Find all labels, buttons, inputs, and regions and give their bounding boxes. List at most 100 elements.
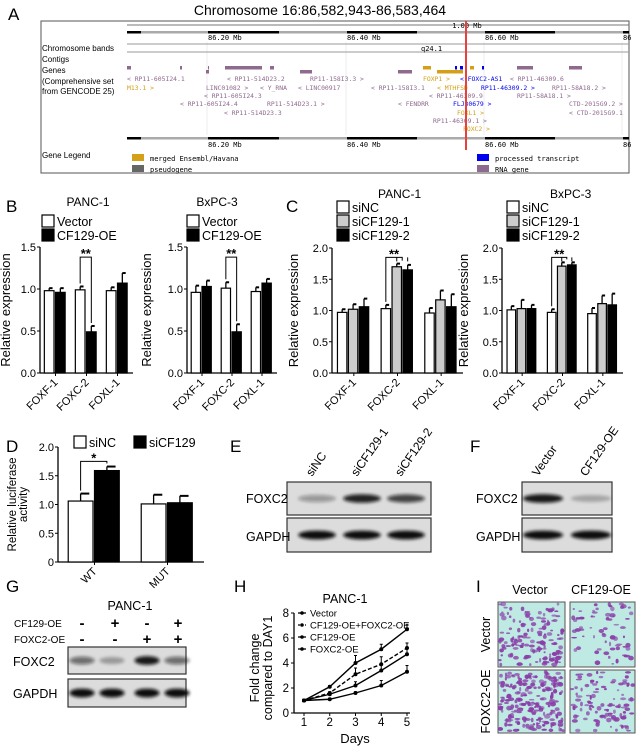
stained-cell xyxy=(500,654,504,657)
stained-cell xyxy=(540,697,547,701)
stained-cell xyxy=(577,675,583,679)
gene-glyph xyxy=(437,70,463,74)
gene-label[interactable]: < CTD-2015G9.1 xyxy=(569,109,623,117)
legend-label: pseudogene xyxy=(150,166,192,174)
significance-label: ** xyxy=(226,246,237,261)
transwell-images: Vector CF129-OE Vector FOXC2-OE xyxy=(479,583,636,734)
ruler-segment xyxy=(208,137,279,140)
gene-label[interactable]: < Y_RNA xyxy=(260,84,287,92)
gene-label[interactable]: RP11-58A18.2 > xyxy=(552,84,606,92)
stained-cell xyxy=(499,673,503,678)
stained-cell xyxy=(516,680,523,685)
stained-cell xyxy=(542,711,546,716)
gene-label[interactable]: < RP11-605I24.4 xyxy=(180,100,238,108)
gene-label[interactable]: < FOXC2-AS1 xyxy=(460,75,502,83)
x-tick-label: FOXC-2 xyxy=(200,377,237,414)
data-point xyxy=(379,668,384,673)
condition-sign: - xyxy=(80,631,85,648)
stained-cell xyxy=(541,661,548,666)
stained-cell xyxy=(551,642,558,646)
stained-cell xyxy=(505,632,511,635)
stained-cell xyxy=(518,620,522,624)
gene-label[interactable]: < RP11-46309.9 xyxy=(429,92,483,100)
stained-cell xyxy=(611,715,617,720)
stained-cell xyxy=(529,725,535,731)
stained-cell xyxy=(534,661,539,663)
legend-swatch xyxy=(132,154,144,161)
bar xyxy=(607,304,618,374)
stained-cell xyxy=(498,681,503,685)
gene-label[interactable]: LINC01082 > xyxy=(206,84,248,92)
gene-label[interactable]: < RP11-158I3.1 xyxy=(371,84,425,92)
stained-cell xyxy=(512,618,516,623)
legend-label: siNC xyxy=(89,436,116,450)
bar xyxy=(516,308,527,374)
gene-label[interactable]: < RP11-605I24.1 xyxy=(127,75,185,83)
gene-label[interactable]: FOXP1 > xyxy=(423,75,450,83)
stained-cell xyxy=(520,606,525,612)
stained-cell xyxy=(541,640,544,645)
gene-label[interactable]: RP11-46309.1 > xyxy=(433,117,487,125)
y-tick-label: 0.5 xyxy=(313,337,328,349)
stained-cell xyxy=(610,606,615,612)
legend-swatch xyxy=(506,228,520,242)
stained-cell xyxy=(556,637,562,640)
gene-label[interactable]: < FENDRR xyxy=(398,100,429,108)
stained-cell xyxy=(625,618,630,620)
stained-cell xyxy=(575,678,583,681)
gene-label[interactable]: RP11-58A18.1 > xyxy=(517,92,571,100)
gene-label[interactable]: < RP11-605I24.3 xyxy=(204,92,262,100)
condition-sign: - xyxy=(145,615,150,632)
stained-cell xyxy=(507,671,512,675)
x-tick-label: FOXL-1 xyxy=(87,377,123,413)
bar xyxy=(402,269,413,374)
y-axis-label: compared to DAY1 xyxy=(261,616,275,721)
microscopy-image xyxy=(569,669,636,734)
gene-label[interactable]: FOXL1 > xyxy=(457,109,484,117)
gene-label[interactable]: < RP11-514D23.2 xyxy=(227,75,285,83)
y-axis-label: Relative expression xyxy=(286,254,301,367)
gene-label[interactable]: RP11-158I3.3 > xyxy=(310,75,364,83)
stained-cell xyxy=(575,728,581,733)
y-axis-label: Relative expression xyxy=(139,253,154,366)
y-tick-label: 1.5 xyxy=(313,274,328,286)
x-tick-label: MUT xyxy=(147,565,173,591)
stained-cell xyxy=(512,646,519,650)
stained-cell xyxy=(576,695,583,698)
gene-label[interactable]: FOXC2 > xyxy=(463,125,490,133)
stained-cell xyxy=(498,706,504,711)
data-point xyxy=(405,669,409,674)
gene-label[interactable]: FLJ30679 > xyxy=(453,100,492,108)
stained-cell xyxy=(542,688,546,693)
gene-label[interactable]: RP11-514D23.1 > xyxy=(267,100,325,108)
gene-label[interactable]: CTD-2015G9.2 > xyxy=(569,100,623,108)
stained-cell xyxy=(537,686,541,689)
stained-cell xyxy=(514,718,521,720)
gene-label[interactable]: < RP11-46309.6 xyxy=(510,75,564,83)
stained-cell xyxy=(584,683,590,688)
stained-cell xyxy=(544,714,551,719)
bar xyxy=(587,313,597,374)
stained-cell xyxy=(603,708,610,711)
stained-cell xyxy=(547,704,551,708)
legend-swatch xyxy=(186,214,200,228)
y-tick-label: 0.0 xyxy=(483,368,498,380)
protein-band xyxy=(570,530,612,540)
gene-label[interactable]: M13.1 > xyxy=(127,84,154,92)
stained-cell xyxy=(629,697,634,702)
protein-band xyxy=(69,656,95,665)
series-line xyxy=(303,647,408,702)
stained-cell xyxy=(540,681,547,687)
stained-cell xyxy=(506,705,512,711)
stained-cell xyxy=(500,601,507,607)
stained-cell xyxy=(537,611,542,615)
gene-label[interactable]: < LINC00917 xyxy=(298,84,340,92)
bar xyxy=(556,265,567,374)
gene-label[interactable]: < RP11-514D23.3 xyxy=(224,109,282,117)
gene-label[interactable]: RP11-46309.2 > xyxy=(481,84,535,92)
stained-cell xyxy=(603,627,608,631)
stained-cell xyxy=(547,661,550,664)
gene-label[interactable]: < MTHFSD xyxy=(437,84,468,92)
